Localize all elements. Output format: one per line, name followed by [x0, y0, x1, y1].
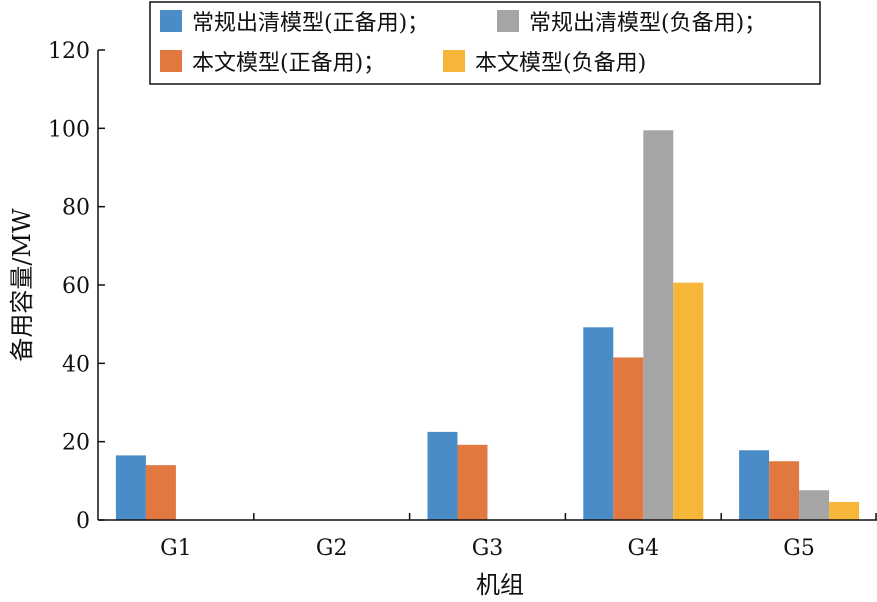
y-axis-title: 备用容量/MW: [8, 208, 36, 362]
x-tick-label: G2: [316, 536, 348, 561]
bar-g5-series-3: [799, 490, 830, 520]
legend-label-series-3: 常规出清模型(负备用)；: [529, 11, 766, 36]
y-tick-label: 20: [62, 431, 90, 456]
y-tick-label: 120: [48, 39, 90, 64]
bar-g3-series-1: [427, 431, 458, 520]
x-tick-label: G4: [628, 536, 660, 561]
legend-swatch-series-2: [160, 50, 182, 72]
legend-swatch-series-1: [160, 10, 182, 32]
legend-label-series-2: 本文模型(正备用)；: [192, 51, 385, 76]
bar-g1-series-1: [115, 455, 146, 520]
y-tick-label: 40: [62, 352, 90, 377]
x-tick-label: G3: [472, 536, 504, 561]
legend-swatch-series-3: [497, 10, 519, 32]
legend-swatch-series-4: [443, 50, 465, 72]
x-tick-label: G5: [783, 536, 815, 561]
legend-label-series-1: 常规出清模型(正备用)；: [192, 11, 429, 36]
legend-box: [149, 1, 821, 85]
x-ticks-group: G1 G2 G3 G4 G5: [160, 513, 877, 561]
y-tick-label: 0: [76, 509, 90, 534]
x-tick-label: G1: [160, 536, 192, 561]
bars-group: [115, 130, 860, 520]
bar-g5-series-4: [829, 501, 860, 520]
x-axis-title: 机组: [476, 571, 524, 599]
bar-g3-series-2: [457, 444, 488, 520]
y-tick-label: 100: [48, 117, 90, 142]
bar-g5-series-1: [739, 450, 770, 520]
y-ticks-group: 0 20 40 60 80 100 120: [48, 39, 105, 534]
bar-g4-series-1: [583, 327, 614, 520]
bar-g4-series-4: [673, 282, 704, 520]
bar-g4-series-2: [613, 357, 644, 520]
legend: 常规出清模型(正备用)； 常规出清模型(负备用)； 本文模型(正备用)； 本文模型(负…: [149, 1, 821, 85]
y-tick-label: 80: [62, 196, 90, 221]
legend-label-series-4: 本文模型(负备用): [475, 51, 646, 76]
y-tick-label: 60: [62, 274, 90, 299]
bar-g1-series-2: [145, 465, 176, 520]
bar-g5-series-2: [769, 461, 800, 520]
bar-g4-series-3: [643, 130, 674, 520]
